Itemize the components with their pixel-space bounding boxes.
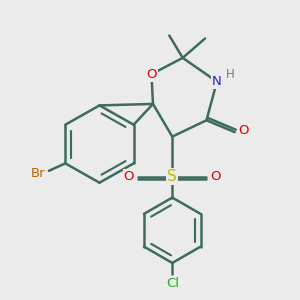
Text: Cl: Cl [166,277,179,290]
Text: H: H [226,68,235,81]
Text: O: O [238,124,249,137]
Text: O: O [123,170,134,183]
Text: S: S [167,169,177,184]
Text: O: O [146,68,157,81]
Text: O: O [211,170,221,183]
Text: Br: Br [31,167,46,180]
Text: N: N [212,75,222,88]
